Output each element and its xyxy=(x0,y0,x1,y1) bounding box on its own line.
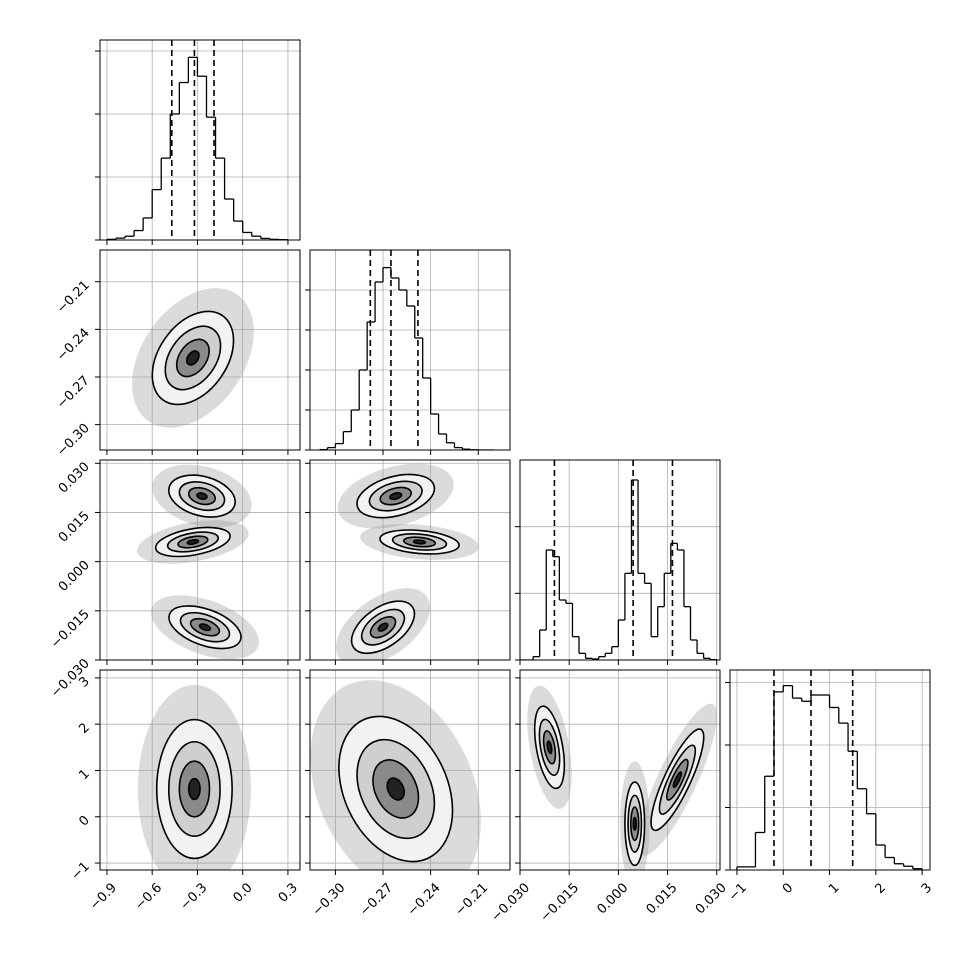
y-tick-label: 0.015 xyxy=(56,509,93,546)
y-tick-label: −1 xyxy=(69,859,93,883)
x-tick-label: 0.030 xyxy=(693,880,730,917)
y-tick-label: −0.27 xyxy=(54,373,93,412)
panel-frame xyxy=(519,669,721,871)
density-contour xyxy=(632,816,638,831)
plot-area xyxy=(527,685,717,870)
panel-frame xyxy=(309,249,511,451)
y-tick-label: 3 xyxy=(76,674,92,690)
density-contour xyxy=(186,350,200,366)
panel xyxy=(305,249,511,455)
density-contour xyxy=(186,538,200,545)
density-contour xyxy=(389,492,403,501)
x-tick-label: 0 xyxy=(780,880,796,896)
panel xyxy=(95,39,301,245)
panel: −0.30 −0.27 −0.24 −0.21 xyxy=(54,249,301,460)
x-tick-label: −0.9 xyxy=(87,880,120,913)
y-tick-label: 2 xyxy=(76,720,92,736)
density-contour xyxy=(196,492,208,501)
plot-area xyxy=(318,250,495,450)
x-tick-label: −0.24 xyxy=(405,880,444,919)
density-contour xyxy=(377,622,389,632)
x-tick-label: −0.015 xyxy=(538,880,583,925)
density-contour xyxy=(546,740,553,755)
x-tick-label: −0.6 xyxy=(132,880,165,913)
plot-area xyxy=(520,460,718,660)
x-tick-label: 0.3 xyxy=(276,880,301,905)
panel: −1 0 1 2 3 xyxy=(725,669,935,905)
y-tick-label: −0.21 xyxy=(54,278,93,317)
panel-frame xyxy=(729,669,931,871)
panel-frame xyxy=(99,669,301,871)
y-tick-label: 0 xyxy=(76,813,92,829)
panel-frame xyxy=(99,39,301,241)
plot-area xyxy=(137,684,251,870)
x-tick-label: 0.015 xyxy=(644,880,681,917)
y-tick-label: −0.015 xyxy=(48,607,93,652)
panel-frame xyxy=(99,459,301,661)
panel xyxy=(515,459,721,665)
density-contour xyxy=(412,539,427,545)
plot-area xyxy=(310,680,481,870)
x-tick-label: −0.30 xyxy=(310,880,349,919)
y-tick-label: 1 xyxy=(76,767,92,783)
panel-frame xyxy=(309,669,511,871)
plot-area xyxy=(335,463,479,660)
plot-area xyxy=(736,670,923,870)
y-tick-label: −0.24 xyxy=(54,326,93,365)
panel: −0.9 −0.6 −0.3 0.0 0.3 −1 0 1 2 3 xyxy=(69,669,301,913)
y-tick-label: 0.000 xyxy=(56,558,93,595)
panel-frame xyxy=(519,459,721,661)
x-tick-label: −0.3 xyxy=(178,880,211,913)
density-contour xyxy=(672,771,683,789)
x-tick-label: −0.27 xyxy=(357,880,396,919)
x-tick-label: −1 xyxy=(726,880,750,904)
panel-frame xyxy=(309,459,511,661)
density-contour xyxy=(386,777,406,801)
plot-area xyxy=(137,464,259,660)
y-tick-label: 0.030 xyxy=(56,460,93,497)
x-tick-label: 0.0 xyxy=(230,880,255,905)
x-tick-label: −0.21 xyxy=(453,880,492,919)
density-contour xyxy=(187,777,201,801)
plot-area xyxy=(132,288,254,428)
panel: −0.30−0.27−0.24−0.21 xyxy=(305,669,511,919)
y-tick-label: −0.30 xyxy=(54,421,93,460)
plot-area xyxy=(106,40,289,240)
panel: −0.030−0.015 0.000 0.015 0.030 xyxy=(488,669,730,925)
x-tick-label: 1 xyxy=(826,880,842,896)
panel-frame xyxy=(99,249,301,451)
x-tick-label: −0.030 xyxy=(488,880,533,925)
panel xyxy=(305,459,511,665)
density-contour xyxy=(198,623,212,632)
x-tick-label: 0.000 xyxy=(594,880,631,917)
x-tick-label: 3 xyxy=(919,880,935,896)
x-tick-label: 2 xyxy=(872,880,888,896)
